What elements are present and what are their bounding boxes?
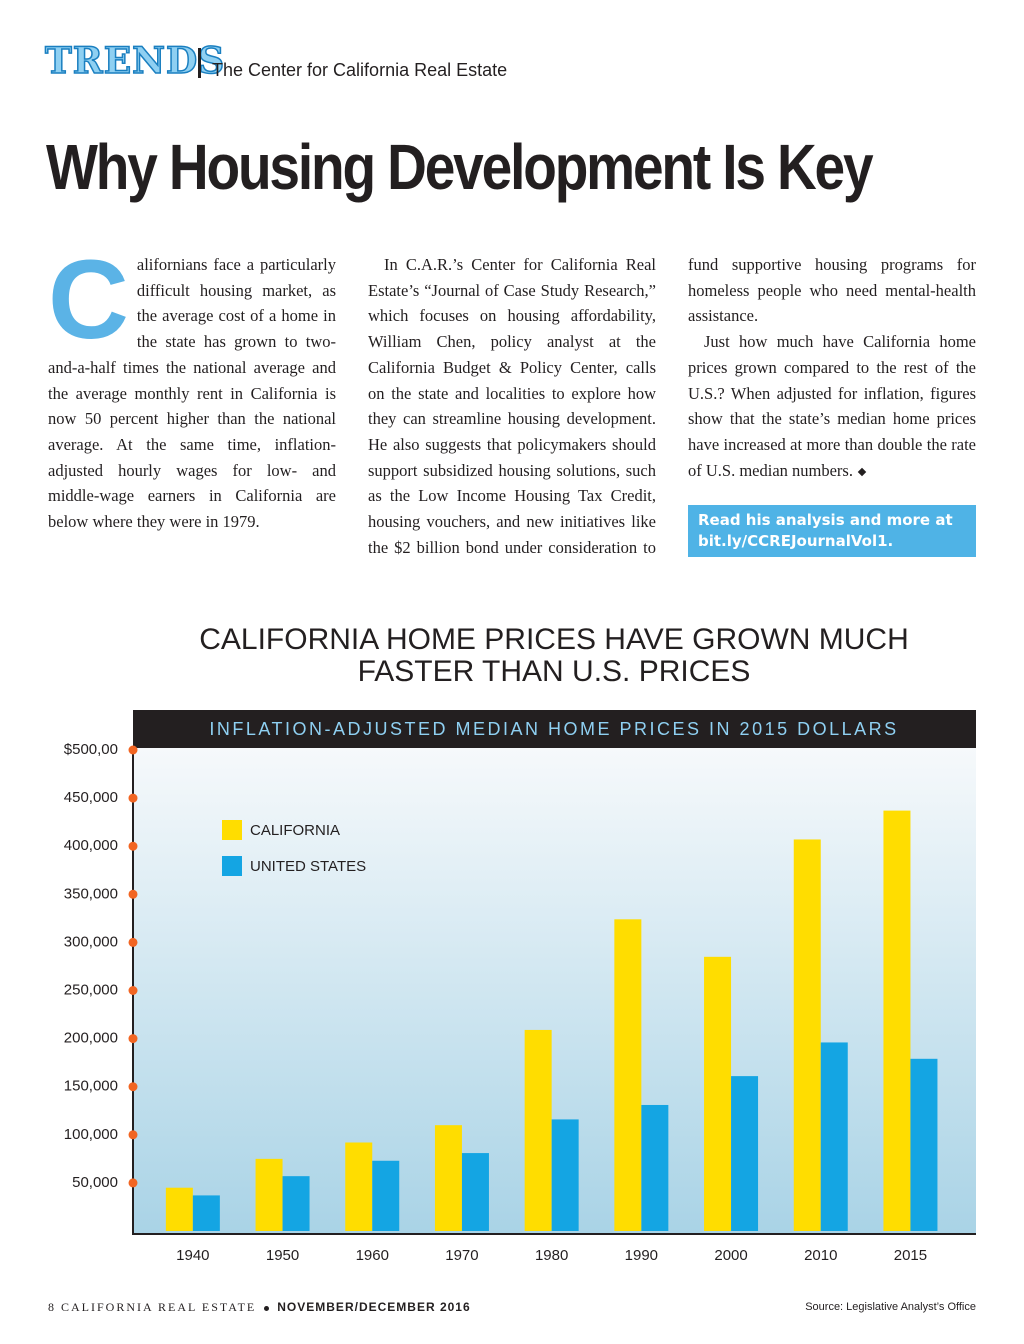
y-tick-label: 300,000: [64, 933, 118, 950]
bar: [192, 1195, 220, 1231]
y-tick-label: 100,000: [64, 1126, 118, 1143]
bar: [372, 1160, 400, 1231]
bar: [551, 1119, 579, 1231]
end-mark: [857, 467, 867, 477]
callout: Read his analysis and more at bit.ly/CCR…: [688, 505, 976, 558]
x-tick-label: 2015: [894, 1247, 927, 1264]
chart-title: CALIFORNIA HOME PRICES HAVE GROWN MUCH FA…: [199, 623, 909, 688]
x-tick-label: 1990: [625, 1247, 658, 1264]
y-tick: [128, 841, 138, 851]
x-tick-label: 2000: [714, 1247, 747, 1264]
bar: [793, 839, 821, 1231]
bar: [282, 1176, 310, 1231]
legend-label: UNITED STATES: [250, 858, 366, 875]
article-body: Californians face a particularly difficu…: [48, 237, 976, 560]
chart-source: Source: Legislative Analyst’s Office: [805, 1301, 976, 1313]
paragraph-text: Just how much have California home price…: [688, 332, 976, 480]
bar: [614, 919, 642, 1231]
bullet: [264, 1305, 270, 1311]
bar: [641, 1104, 669, 1231]
y-tick: [128, 793, 138, 803]
bar: [165, 1187, 193, 1231]
bar: [461, 1153, 489, 1231]
y-tick: [128, 1082, 138, 1092]
x-tick-label: 1980: [535, 1247, 568, 1264]
y-tick-label: $500,00: [64, 741, 118, 758]
x-tick-label: 1960: [356, 1247, 389, 1264]
bar: [255, 1158, 283, 1231]
y-tick-label: 450,000: [64, 789, 118, 806]
y-tick: [128, 1130, 138, 1140]
bar: [434, 1125, 462, 1231]
publication: CALIFORNIA REAL ESTATE: [61, 1300, 257, 1314]
section-subtitle: The Center for California Real Estate: [212, 60, 508, 80]
y-tick-label: 250,000: [64, 981, 118, 998]
y-tick: [128, 1178, 138, 1188]
chart: CALIFORNIA HOME PRICES HAVE GROWN MUCH FA…: [64, 623, 976, 1264]
x-tick-label: 1970: [445, 1247, 478, 1264]
y-tick: [128, 986, 138, 995]
bar: [524, 1029, 552, 1231]
legend-label: CALIFORNIA: [250, 822, 340, 839]
paragraph: In C.A.R.’s Center for California Real E…: [368, 255, 976, 557]
bar: [345, 1142, 373, 1231]
y-tick-label: 200,000: [64, 1030, 118, 1047]
legend-swatch: [222, 856, 242, 876]
paragraph: Just how much have California home price…: [688, 329, 976, 483]
chart-subtitle: INFLATION-ADJUSTED MEDIAN HOME PRICES IN…: [209, 719, 898, 739]
separator: [198, 48, 201, 78]
footer: 8 CALIFORNIA REAL ESTATE NOVEMBER/DECEMBE…: [48, 1300, 471, 1315]
bar: [883, 810, 911, 1231]
bar: [910, 1058, 938, 1231]
subtitle-bar: [133, 710, 976, 748]
y-tick-label: 50,000: [72, 1174, 118, 1191]
paragraph: Californians face a particularly difficu…: [48, 237, 336, 532]
bar: [820, 1042, 848, 1231]
y-tick: [128, 889, 138, 899]
x-tick-label: 1940: [176, 1247, 209, 1264]
y-tick: [128, 937, 138, 947]
legend-swatch: [222, 820, 242, 840]
x-tick-label: 1950: [266, 1247, 299, 1264]
y-tick-label: 150,000: [64, 1078, 118, 1095]
y-tick: [128, 1034, 138, 1044]
y-tick: [128, 745, 138, 755]
bar: [704, 956, 732, 1231]
headline: Why Housing Development Is Key: [46, 131, 874, 203]
issue: NOVEMBER/DECEMBER 2016: [277, 1300, 471, 1314]
x-tick-label: 2010: [804, 1247, 837, 1264]
bar: [731, 1076, 759, 1231]
section-label: TRENDS: [44, 39, 226, 83]
y-tick-label: 400,000: [64, 837, 118, 854]
y-tick-label: 350,000: [64, 885, 118, 902]
page-number: 8: [48, 1300, 56, 1314]
